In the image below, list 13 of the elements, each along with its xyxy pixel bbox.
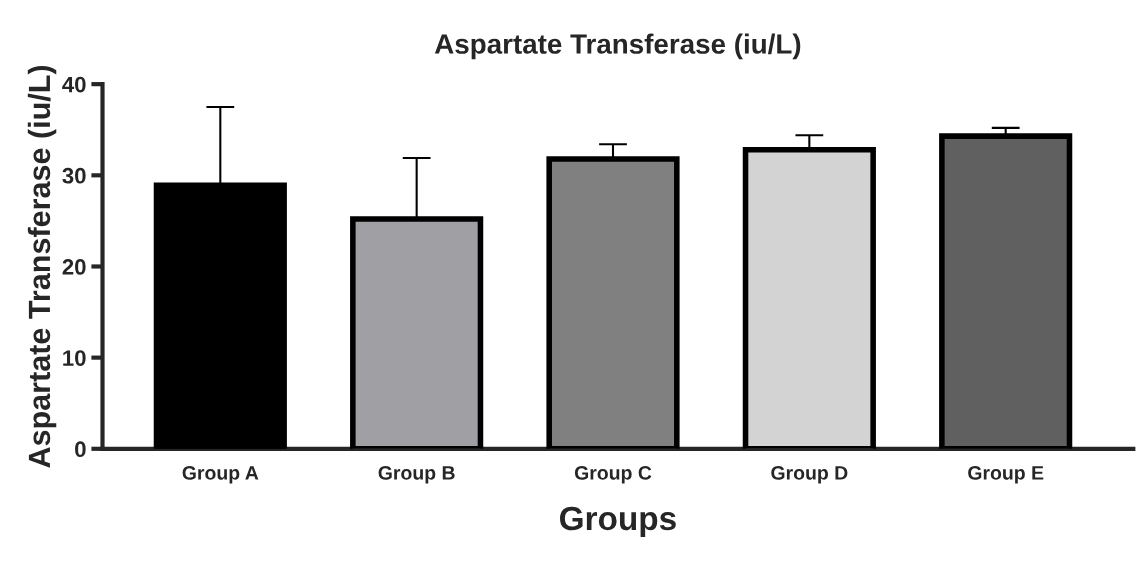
y-tick-label: 40 bbox=[62, 76, 86, 93]
x-axis-title: Groups bbox=[560, 506, 676, 537]
x-tick-label: Group B bbox=[378, 465, 455, 484]
x-tick-label: Group E bbox=[968, 465, 1044, 484]
y-tick-label: 0 bbox=[75, 441, 86, 458]
x-tick-label: Group D bbox=[771, 465, 848, 484]
y-axis-title: Aspartate Transferase (iu/L) bbox=[27, 65, 57, 468]
x-tick-label: Group C bbox=[574, 465, 652, 484]
y-tick-label: 30 bbox=[62, 167, 86, 184]
y-tick-label: 20 bbox=[62, 259, 86, 275]
y-tick-label: 10 bbox=[63, 350, 86, 366]
chart-title: Aspartate Transferase (iu/L) bbox=[434, 33, 801, 60]
x-tick-label: Group A bbox=[182, 465, 259, 484]
